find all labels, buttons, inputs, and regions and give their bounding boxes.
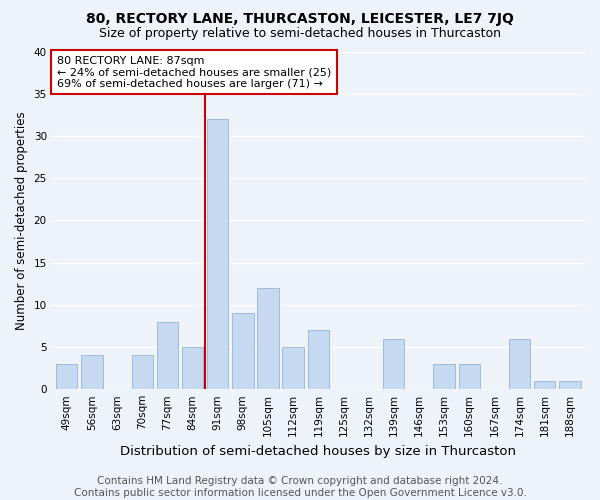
Text: 80 RECTORY LANE: 87sqm
← 24% of semi-detached houses are smaller (25)
69% of sem: 80 RECTORY LANE: 87sqm ← 24% of semi-det… [56, 56, 331, 89]
Bar [182, 347, 203, 389]
X-axis label: Distribution of semi-detached houses by size in Thurcaston: Distribution of semi-detached houses by … [121, 444, 517, 458]
Bar [56, 364, 77, 389]
Text: 80, RECTORY LANE, THURCASTON, LEICESTER, LE7 7JQ: 80, RECTORY LANE, THURCASTON, LEICESTER,… [86, 12, 514, 26]
Bar [383, 338, 404, 389]
Bar [433, 364, 455, 389]
Y-axis label: Number of semi-detached properties: Number of semi-detached properties [15, 111, 28, 330]
Bar [559, 380, 581, 389]
Bar [534, 380, 556, 389]
Bar [157, 322, 178, 389]
Bar [283, 347, 304, 389]
Bar [308, 330, 329, 389]
Bar [257, 288, 279, 389]
Bar [458, 364, 480, 389]
Text: Size of property relative to semi-detached houses in Thurcaston: Size of property relative to semi-detach… [99, 28, 501, 40]
Bar [207, 119, 229, 389]
Bar [81, 356, 103, 389]
Text: Contains HM Land Registry data © Crown copyright and database right 2024.
Contai: Contains HM Land Registry data © Crown c… [74, 476, 526, 498]
Bar [131, 356, 153, 389]
Bar [232, 313, 254, 389]
Bar [509, 338, 530, 389]
